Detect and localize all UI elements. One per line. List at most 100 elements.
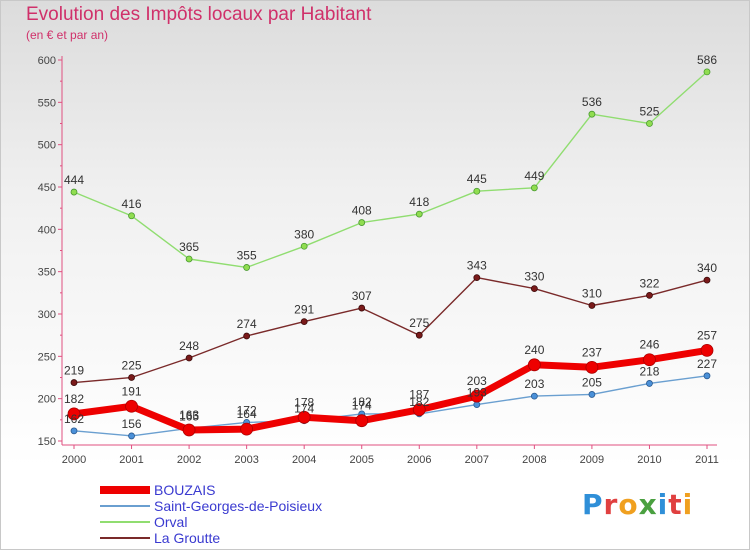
data-label-orval-2009: 536 xyxy=(582,95,602,109)
point-bouzais-2000 xyxy=(67,407,81,421)
point-la-groutte-2005 xyxy=(358,304,366,312)
legend-item-bouzais: BOUZAIS xyxy=(100,482,400,498)
proxiti-logo: Proxiti xyxy=(582,488,694,521)
legend-swatch-la-groutte xyxy=(100,537,150,539)
data-label-bouzais-2002: 163 xyxy=(179,408,199,422)
legend-swatch-bouzais xyxy=(100,486,150,494)
y-tick-label-150: 150 xyxy=(38,436,56,448)
point-orval-2004 xyxy=(300,242,308,250)
point-la-groutte-2001 xyxy=(128,374,135,381)
y-tick-label-250: 250 xyxy=(38,351,56,363)
point-la-groutte-2003 xyxy=(243,332,251,340)
data-label-la-groutte-2004: 291 xyxy=(294,303,314,317)
data-label-saint-georges-de-poisieux-2002: 165 xyxy=(179,409,199,423)
data-label-saint-georges-de-poisieux-2007: 193 xyxy=(467,386,487,400)
point-bouzais-2006 xyxy=(412,403,426,417)
point-la-groutte-2000 xyxy=(70,379,78,386)
y-tick-label-550: 550 xyxy=(38,97,56,109)
point-la-groutte-2002 xyxy=(185,354,193,362)
legend-label-orval: Orval xyxy=(154,514,188,530)
data-label-orval-2005: 408 xyxy=(352,204,372,218)
data-label-orval-2006: 418 xyxy=(409,195,429,209)
point-orval-2011 xyxy=(703,68,711,76)
y-tick-label-350: 350 xyxy=(38,267,56,279)
data-label-bouzais-2008: 240 xyxy=(524,343,544,357)
point-saint-georges-de-poisieux-2001 xyxy=(128,432,135,440)
legend-label-bouzais: BOUZAIS xyxy=(154,482,216,498)
y-tick-label-600: 600 xyxy=(38,55,56,67)
point-saint-georges-de-poisieux-2000 xyxy=(70,427,78,435)
point-orval-2008 xyxy=(530,184,538,192)
data-label-bouzais-2005: 174 xyxy=(352,399,372,413)
data-label-saint-georges-de-poisieux-2003: 172 xyxy=(237,403,257,417)
x-tick-label-2010: 2010 xyxy=(637,454,661,466)
data-label-la-groutte-2006: 275 xyxy=(409,316,429,330)
data-label-orval-2011: 586 xyxy=(697,53,717,67)
data-label-bouzais-2004: 178 xyxy=(294,395,314,409)
data-label-la-groutte-2007: 343 xyxy=(467,259,487,273)
legend-item-la-groutte: La Groutte xyxy=(100,530,400,546)
point-saint-georges-de-poisieux-2010 xyxy=(646,380,653,387)
point-orval-2003 xyxy=(243,264,251,271)
point-orval-2009 xyxy=(588,110,596,118)
data-label-saint-georges-de-poisieux-2005: 182 xyxy=(352,395,372,409)
point-orval-2006 xyxy=(415,210,423,218)
data-label-bouzais-2001: 191 xyxy=(122,384,142,398)
x-tick-label-2006: 2006 xyxy=(407,454,431,466)
legend-item-orval: Orval xyxy=(100,514,400,530)
y-tick-label-300: 300 xyxy=(38,309,56,321)
data-label-saint-georges-de-poisieux-2001: 156 xyxy=(122,417,142,431)
data-label-la-groutte-2011: 340 xyxy=(697,261,717,275)
point-la-groutte-2010 xyxy=(646,291,653,299)
point-la-groutte-2011 xyxy=(703,276,711,284)
chart-legend: BOUZAIS Saint-Georges-de-Poisieux Orval La … xyxy=(100,482,400,546)
data-label-saint-georges-de-poisieux-2009: 205 xyxy=(582,375,602,389)
point-la-groutte-2006 xyxy=(415,331,423,339)
chart-title: Evolution des Impôts locaux par Habitant xyxy=(26,4,372,25)
data-label-orval-2001: 416 xyxy=(122,197,142,211)
point-bouzais-2008 xyxy=(527,358,541,372)
legend-label-saint-georges-de-poisieux: Saint-Georges-de-Poisieux xyxy=(154,498,323,514)
data-label-bouzais-2011: 257 xyxy=(697,328,717,342)
x-tick-label-2005: 2005 xyxy=(349,454,373,466)
x-tick-label-2000: 2000 xyxy=(62,454,86,466)
data-label-saint-georges-de-poisieux-2010: 218 xyxy=(639,364,659,378)
x-tick-label-2004: 2004 xyxy=(292,454,316,466)
data-label-bouzais-2007: 203 xyxy=(467,374,487,388)
data-label-la-groutte-2009: 310 xyxy=(582,287,602,301)
point-bouzais-2005 xyxy=(355,414,369,428)
y-tick-label-400: 400 xyxy=(38,224,56,236)
data-label-orval-2004: 380 xyxy=(294,227,314,241)
point-la-groutte-2008 xyxy=(530,285,538,293)
data-label-la-groutte-2003: 274 xyxy=(237,317,257,331)
chart-subtitle: (en € et par an) xyxy=(26,28,109,42)
data-label-la-groutte-2008: 330 xyxy=(524,270,544,284)
data-label-saint-georges-de-poisieux-2008: 203 xyxy=(524,377,544,391)
data-label-la-groutte-2010: 322 xyxy=(639,276,659,290)
point-orval-2005 xyxy=(358,219,366,226)
legend-label-la-groutte: La Groutte xyxy=(154,530,221,546)
point-saint-georges-de-poisieux-2008 xyxy=(530,392,538,400)
point-la-groutte-2004 xyxy=(300,318,308,326)
data-label-saint-georges-de-poisieux-2004: 174 xyxy=(294,402,314,416)
data-label-bouzais-2003: 164 xyxy=(237,407,257,421)
data-label-saint-georges-de-poisieux-2011: 227 xyxy=(697,357,717,371)
y-tick-label-450: 450 xyxy=(38,182,56,194)
data-label-orval-2007: 445 xyxy=(467,172,487,186)
y-tick-label-200: 200 xyxy=(38,394,56,406)
point-la-groutte-2009 xyxy=(588,302,596,309)
legend-swatch-orval xyxy=(100,521,150,523)
x-tick-label-2011: 2011 xyxy=(695,454,719,466)
point-bouzais-2007 xyxy=(470,389,484,403)
point-bouzais-2001 xyxy=(125,399,138,413)
data-label-bouzais-2010: 246 xyxy=(639,338,659,352)
x-tick-label-2002: 2002 xyxy=(177,454,201,466)
point-orval-2000 xyxy=(70,188,78,196)
point-bouzais-2002 xyxy=(182,423,196,437)
point-orval-2007 xyxy=(473,187,481,195)
x-tick-label-2001: 2001 xyxy=(119,454,143,466)
data-label-orval-2002: 365 xyxy=(179,240,199,254)
x-tick-label-2007: 2007 xyxy=(465,454,489,466)
